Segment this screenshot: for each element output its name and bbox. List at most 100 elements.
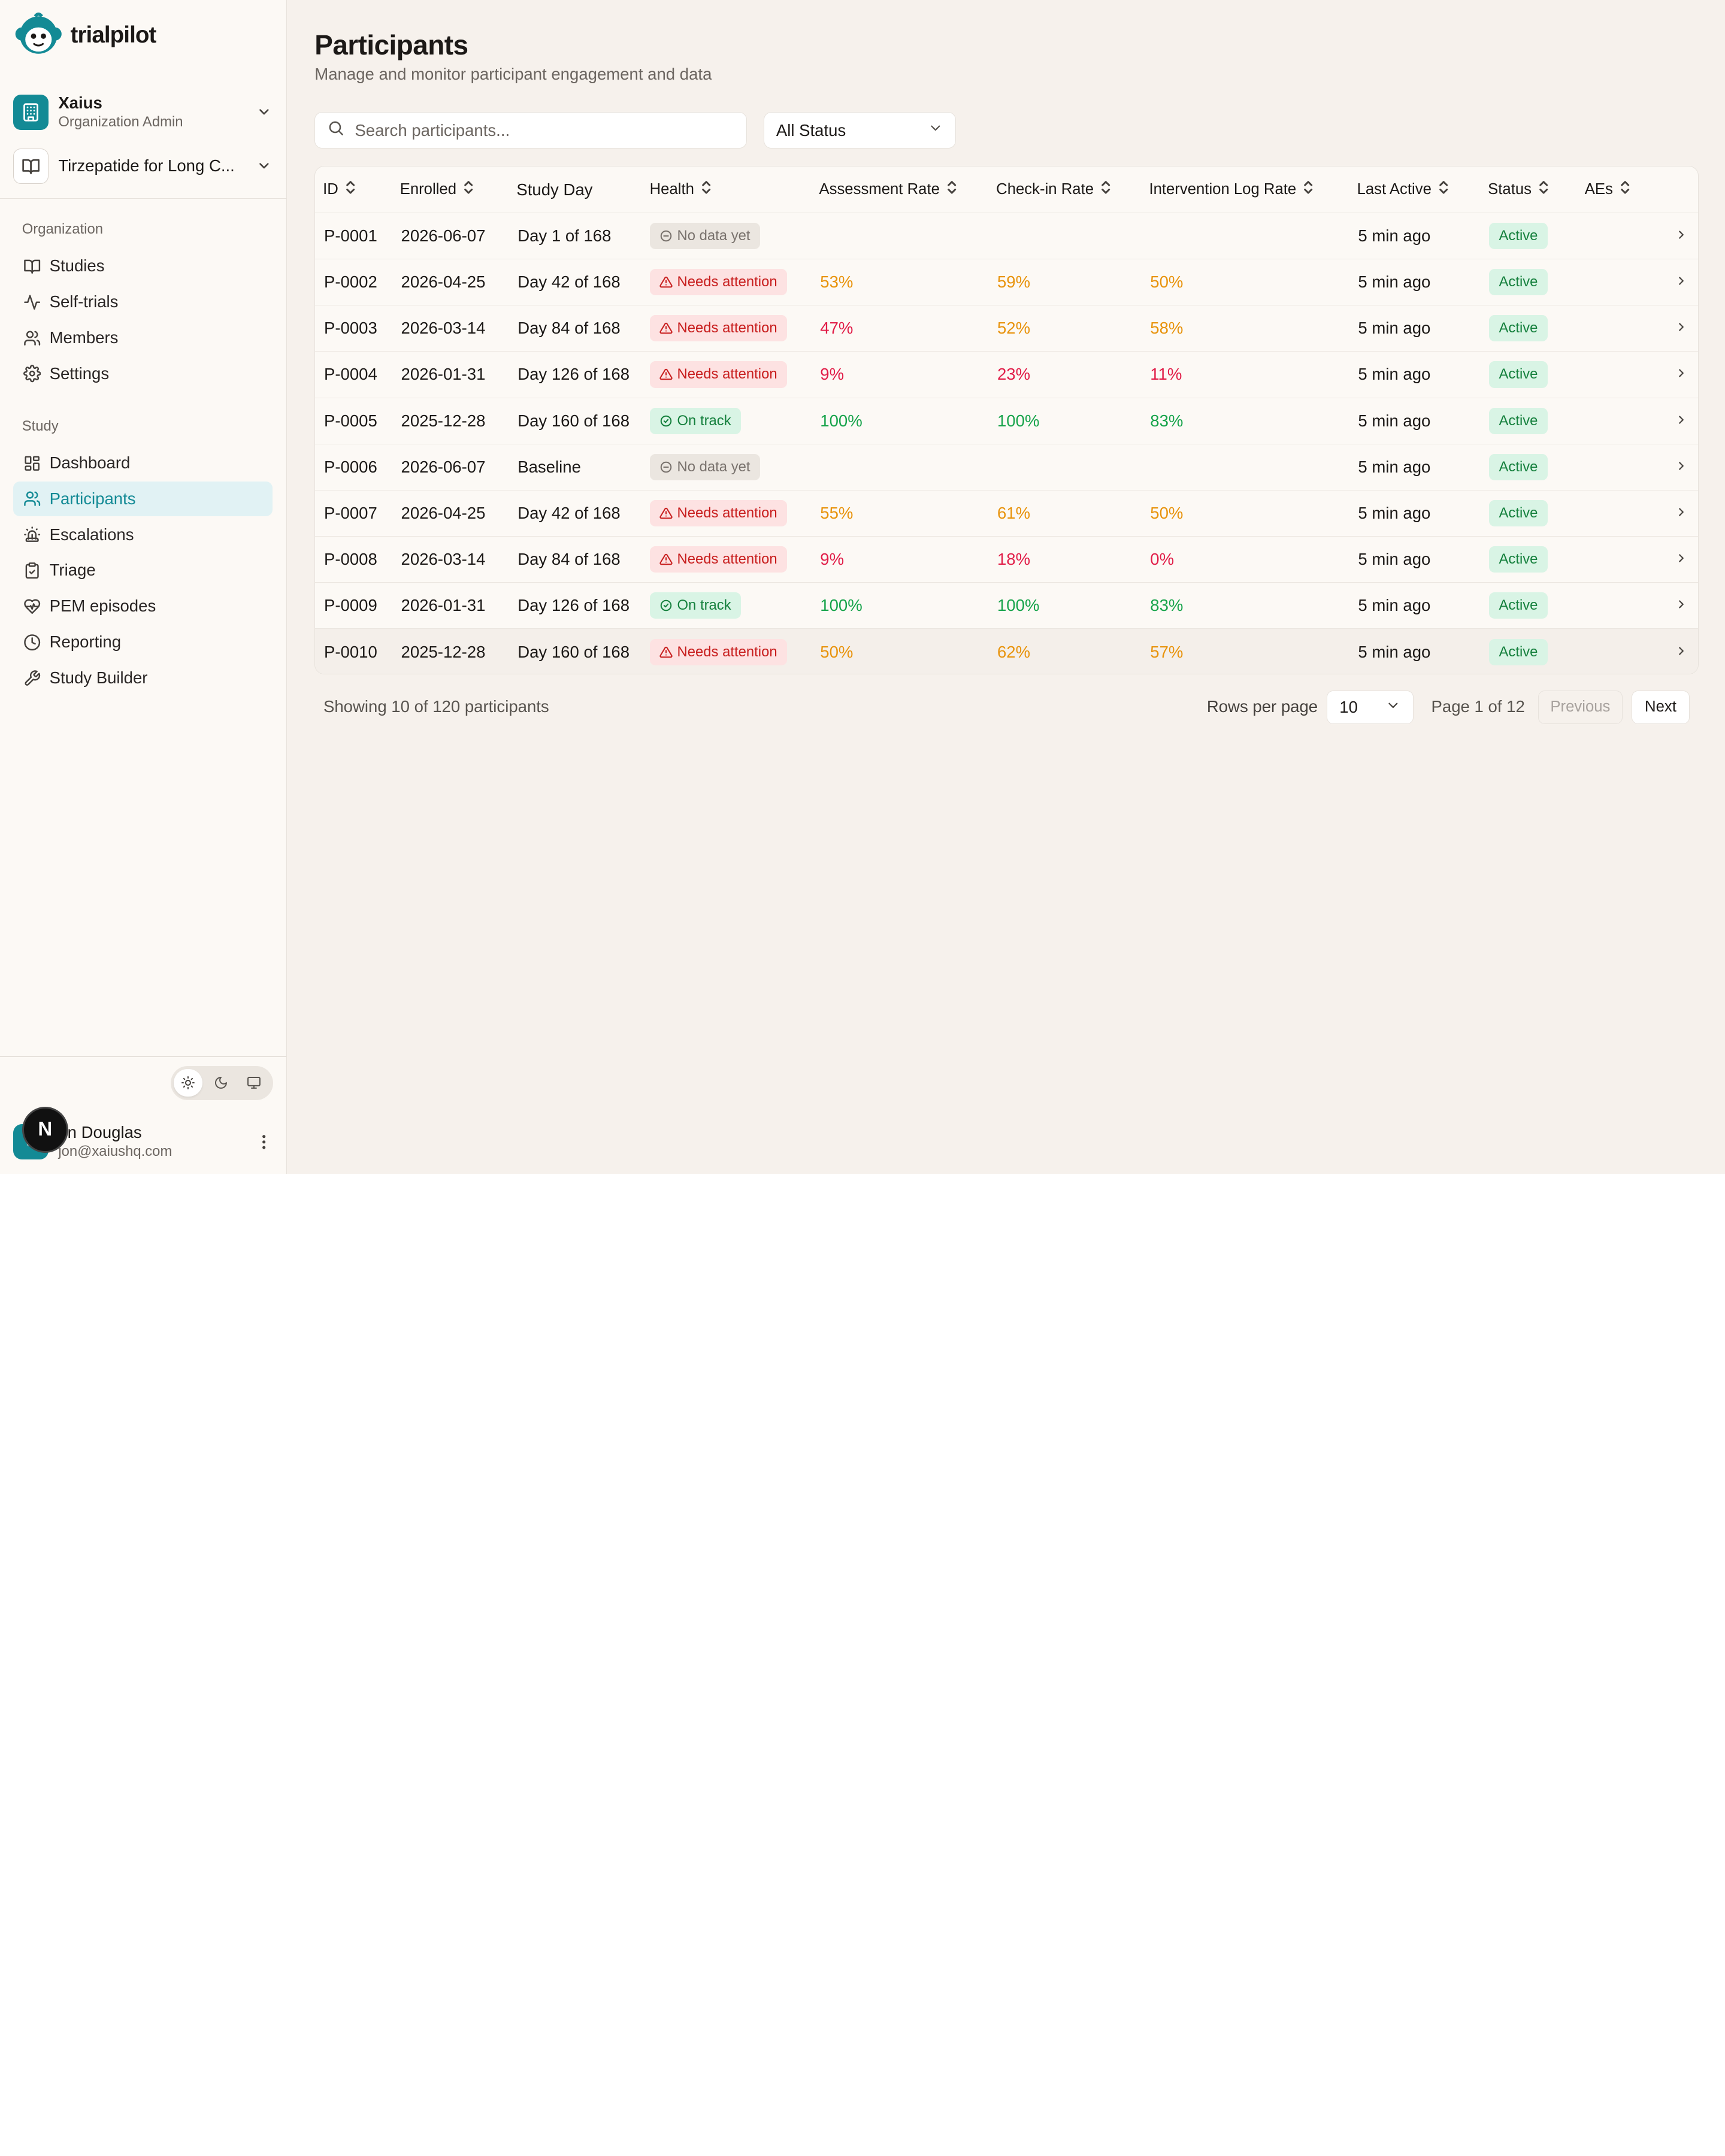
health-badge: On track — [649, 407, 742, 434]
logo[interactable]: trialpilot — [13, 12, 156, 58]
row-open-button[interactable] — [1644, 582, 1698, 629]
sidebar-item-studies[interactable]: Studies — [13, 249, 273, 284]
sidebar-item-dashboard[interactable]: Dashboard — [13, 446, 273, 481]
org-switcher[interactable]: Xaius Organization Admin — [13, 91, 273, 133]
sidebar-item-reporting[interactable]: Reporting — [13, 625, 273, 660]
column-header[interactable]: Assessment Rate — [810, 166, 988, 213]
sidebar-item-members[interactable]: Members — [13, 320, 273, 356]
health-badge: No data yet — [649, 453, 761, 480]
table-row[interactable]: P-0009 2026-01-31 Day 126 of 168 On track 10… — [315, 582, 1698, 629]
sidebar-item-escalations[interactable]: Escalations — [13, 517, 273, 553]
aes-cell — [1578, 444, 1644, 490]
sidebar-item-pem-episodes[interactable]: PEM episodes — [13, 589, 273, 624]
results-summary: Showing 10 of 120 participants — [323, 697, 549, 716]
health-label: On track — [677, 597, 731, 614]
sidebar-item-participants[interactable]: Participants — [13, 481, 273, 517]
monkey-logo-icon — [15, 13, 62, 54]
table-row[interactable]: P-0002 2026-04-25 Day 42 of 168 Needs atten… — [315, 259, 1698, 306]
enrolled-date: 2026-04-25 — [394, 490, 512, 537]
table-row[interactable]: P-0006 2026-06-07 Baseline No data yet 5 min… — [315, 444, 1698, 490]
row-open-button[interactable] — [1644, 305, 1698, 352]
column-header[interactable]: Enrolled — [394, 166, 512, 213]
row-open-button[interactable] — [1644, 398, 1698, 444]
table-row[interactable]: P-0003 2026-03-14 Day 84 of 168 Needs atten… — [315, 305, 1698, 352]
enrolled-date: 2026-06-07 — [394, 444, 512, 490]
health-label: Needs attention — [677, 274, 777, 290]
last-active: 5 min ago — [1348, 582, 1481, 629]
chevron-right-icon — [1675, 458, 1688, 477]
next-button[interactable]: Next — [1631, 691, 1690, 724]
intervention-log-rate: 57% — [1141, 628, 1348, 674]
wrench-icon — [23, 670, 41, 687]
status-filter-select[interactable]: All Status — [763, 112, 957, 149]
sort-icon — [1100, 180, 1111, 199]
row-open-button[interactable] — [1644, 213, 1698, 260]
sidebar-item-study-builder[interactable]: Study Builder — [13, 661, 273, 696]
column-header[interactable]: AEs — [1578, 166, 1644, 213]
monitor-icon[interactable] — [240, 1069, 268, 1097]
table-row[interactable]: P-0008 2026-03-14 Day 84 of 168 Needs atten… — [315, 536, 1698, 583]
column-header[interactable]: Last Active — [1348, 166, 1481, 213]
row-open-button[interactable] — [1644, 351, 1698, 398]
enrolled-date: 2026-03-14 — [394, 305, 512, 352]
moon-icon[interactable] — [207, 1069, 235, 1097]
clipboard-check-icon — [23, 562, 41, 579]
column-header[interactable]: ID — [315, 166, 395, 213]
study-switcher[interactable]: Tirzepatide for Long C... — [13, 147, 273, 184]
participant-id: P-0007 — [315, 490, 395, 537]
assessment-rate: 9% — [810, 351, 988, 398]
column-header[interactable]: Intervention Log Rate — [1141, 166, 1348, 213]
health-badge: Needs attention — [649, 315, 788, 342]
health-label: Needs attention — [677, 504, 777, 521]
more-vertical-icon[interactable] — [255, 1131, 273, 1153]
column-header[interactable]: Check-in Rate — [987, 166, 1142, 213]
row-open-button[interactable] — [1644, 490, 1698, 537]
table-row[interactable]: P-0010 2025-12-28 Day 160 of 168 Needs atte… — [315, 628, 1698, 674]
search-input[interactable] — [355, 120, 729, 140]
heart-pulse-icon — [23, 598, 41, 615]
chevron-down-icon — [255, 158, 273, 175]
health-label: No data yet — [677, 228, 750, 244]
clock-icon — [23, 634, 41, 651]
rows-per-page-select[interactable]: 10 — [1327, 691, 1414, 724]
divider — [0, 1056, 287, 1058]
chevron-right-icon — [1675, 319, 1688, 338]
status-badge: Active — [1488, 407, 1548, 434]
enrolled-date: 2025-12-28 — [394, 398, 512, 444]
org-role: Organization Admin — [58, 114, 183, 131]
sidebar-item-self-trials[interactable]: Self-trials — [13, 284, 273, 320]
column-header[interactable]: Health — [643, 166, 810, 213]
row-open-button[interactable] — [1644, 259, 1698, 306]
study-day: Day 84 of 168 — [511, 305, 643, 352]
sidebar-item-settings[interactable]: Settings — [13, 356, 273, 392]
table-row[interactable]: P-0004 2026-01-31 Day 126 of 168 Needs atte… — [315, 351, 1698, 398]
nextjs-dev-badge[interactable]: N — [22, 1106, 68, 1153]
row-open-button[interactable] — [1644, 628, 1698, 674]
row-open-button[interactable] — [1644, 444, 1698, 490]
aes-cell — [1578, 351, 1644, 398]
section-label-study: Study — [22, 417, 59, 434]
sidebar-item-triage[interactable]: Triage — [13, 553, 273, 588]
theme-toggle — [170, 1065, 273, 1100]
health-label: Needs attention — [677, 366, 777, 383]
table-row[interactable]: P-0005 2025-12-28 Day 160 of 168 On track 10… — [315, 398, 1698, 444]
sidebar-item-label: Members — [49, 328, 119, 347]
health-label: Needs attention — [677, 551, 777, 568]
health-cell: On track — [643, 582, 810, 629]
row-open-button[interactable] — [1644, 536, 1698, 583]
column-header[interactable]: Study Day — [511, 166, 643, 213]
previous-button[interactable]: Previous — [1538, 691, 1623, 724]
checkin-rate: 100% — [987, 398, 1142, 444]
table-row[interactable]: P-0007 2026-04-25 Day 42 of 168 Needs atten… — [315, 490, 1698, 537]
table-row[interactable]: P-0001 2026-06-07 Day 1 of 168 No data yet 5… — [315, 213, 1698, 260]
study-day: Day 42 of 168 — [511, 490, 643, 537]
search-box[interactable] — [314, 112, 748, 149]
chevron-right-icon — [1675, 504, 1688, 523]
study-day: Day 126 of 168 — [511, 351, 643, 398]
assessment-rate: 100% — [810, 398, 988, 444]
sun-icon[interactable] — [174, 1069, 202, 1097]
chevron-right-icon — [1675, 272, 1688, 292]
column-header[interactable]: Status — [1480, 166, 1578, 213]
rows-per-page-label: Rows per page — [1206, 697, 1318, 716]
alert-triangle-icon — [659, 322, 673, 335]
